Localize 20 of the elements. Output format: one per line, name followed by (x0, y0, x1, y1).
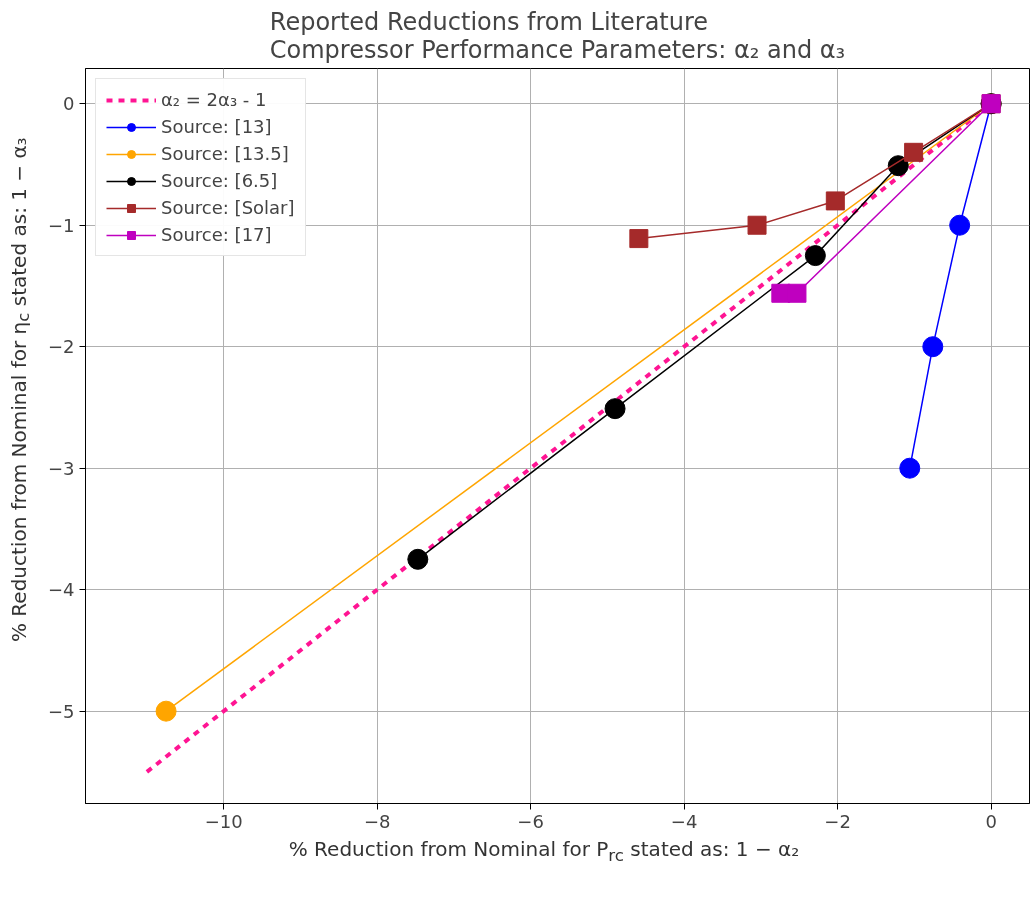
y-tick-label: 0 (63, 93, 75, 115)
legend-label: α₂ = 2α₃ - 1 (161, 89, 267, 110)
legend-label: Source: [17] (161, 224, 272, 245)
x-tick-label: −4 (670, 810, 698, 832)
y-tick-label: −4 (47, 579, 75, 601)
y-tick-label: −5 (47, 700, 75, 722)
x-tick-label: 0 (985, 810, 997, 832)
x-tick-label: −10 (204, 810, 243, 832)
y-tick-label: −3 (47, 457, 75, 479)
y-tick-label: −2 (47, 336, 75, 358)
legend-label: Source: [13.5] (161, 143, 289, 164)
chart-title: Reported Reductions from Literature Compressor Performance Parameters: α₂ and α₃ (269, 7, 846, 64)
x-tick-label: −2 (824, 810, 851, 832)
legend-label: Source: [6.5] (161, 170, 278, 191)
x-tick-label: −6 (517, 810, 544, 832)
x-axis-title: % Reduction from Nominal for P$_{rc}$ stated as: 1 − α₂ (288, 836, 800, 867)
x-tick-label: −8 (363, 810, 391, 832)
y-tick-label: −1 (47, 214, 75, 236)
legend-label: Source: [Solar] (161, 197, 295, 218)
legend-label: Source: [13] (161, 116, 272, 137)
